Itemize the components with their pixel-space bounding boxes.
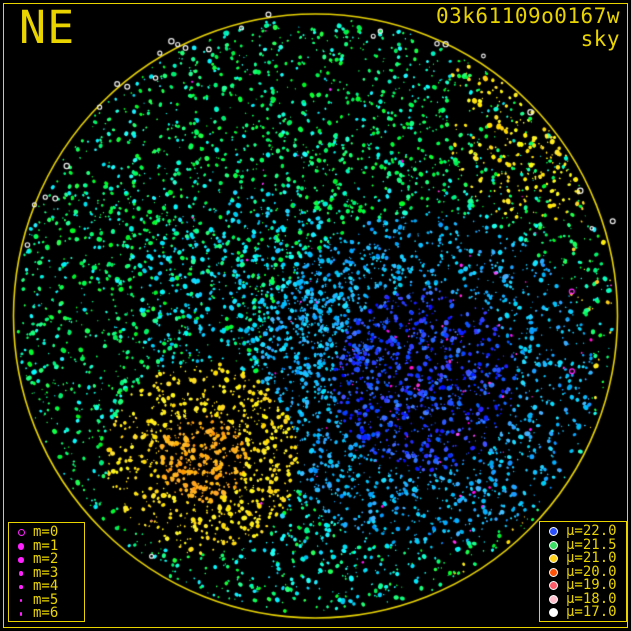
legend-row: μ=17.0 bbox=[540, 604, 626, 620]
legend-row: m=4 bbox=[9, 578, 84, 594]
legend-label: m=6 bbox=[33, 605, 59, 621]
orientation-label: NE bbox=[19, 1, 76, 54]
legend-label: m=0 bbox=[33, 524, 59, 540]
size-marker-m3-icon bbox=[18, 571, 24, 576]
legend-row: m=3 bbox=[9, 564, 84, 581]
legend-row: m=5 bbox=[9, 591, 84, 608]
size-marker-m0-open-circle-icon bbox=[17, 529, 25, 537]
title-block: 03k61109o0167w sky bbox=[436, 5, 620, 51]
legend-label: m=4 bbox=[33, 578, 59, 594]
mu-marker-19.0-icon bbox=[548, 581, 558, 591]
mu-marker-18.0-icon bbox=[548, 594, 558, 604]
legend-row: m=0 bbox=[9, 524, 84, 540]
legend-label: m=2 bbox=[33, 551, 59, 567]
legend-row: μ=18.0 bbox=[540, 590, 626, 607]
legend-row: m=2 bbox=[9, 551, 84, 567]
size-marker-m1-icon bbox=[17, 543, 25, 550]
legend-label: μ=22.0 bbox=[566, 523, 617, 539]
legend-row: m=1 bbox=[9, 537, 84, 554]
legend-label: μ=21.0 bbox=[566, 550, 617, 566]
legend-label: μ=19.0 bbox=[566, 577, 617, 593]
mu-marker-21.0-icon bbox=[548, 554, 558, 564]
size-marker-m4-icon bbox=[19, 585, 23, 589]
plot-subtitle: sky bbox=[580, 27, 620, 51]
legend-label: m=5 bbox=[33, 591, 59, 608]
legend-label: μ=20.0 bbox=[566, 563, 617, 580]
plot-title: 03k61109o0167w bbox=[435, 4, 620, 28]
mu-marker-17.0-icon bbox=[548, 608, 558, 618]
mu-marker-20.0-icon bbox=[548, 567, 558, 577]
legend-label: μ=17.0 bbox=[566, 604, 617, 620]
legend-label: μ=21.5 bbox=[566, 536, 617, 553]
mu-marker-22.0-icon bbox=[548, 527, 558, 537]
legend-label: m=1 bbox=[33, 537, 59, 554]
legend-label: m=3 bbox=[33, 564, 59, 581]
size-marker-m5-icon bbox=[19, 598, 23, 602]
legend-label: μ=18.0 bbox=[566, 590, 617, 607]
legend-row: m=6 bbox=[9, 605, 84, 621]
legend-row: μ=21.0 bbox=[540, 550, 626, 566]
legend-row: μ=21.5 bbox=[540, 536, 626, 553]
mu-marker-21.5-icon bbox=[548, 540, 558, 550]
surface-brightness-legend: μ=22.0 μ=21.5 μ=21.0 μ=20.0 μ=19.0 μ=18.… bbox=[539, 521, 627, 622]
size-marker-m6-dash-icon bbox=[20, 611, 22, 616]
legend-row: μ=20.0 bbox=[540, 563, 626, 580]
marker-size-legend: m=0 m=1 m=2 m=3 m=4 m=5 m=6 bbox=[8, 522, 85, 622]
legend-row: μ=22.0 bbox=[540, 523, 626, 539]
size-marker-m2-icon bbox=[18, 557, 24, 563]
legend-row: μ=19.0 bbox=[540, 577, 626, 593]
